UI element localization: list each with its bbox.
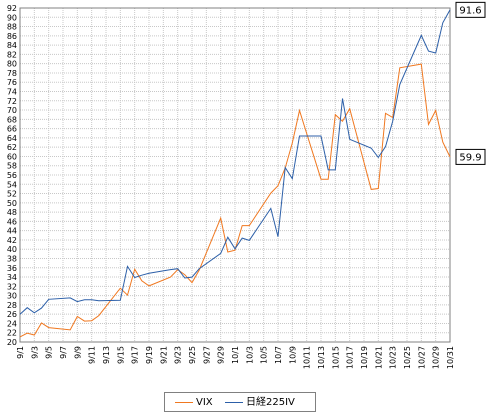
y-tick-label: 30 bbox=[7, 292, 17, 301]
y-tick-label: 28 bbox=[7, 301, 17, 310]
y-tick-label: 56 bbox=[7, 171, 17, 180]
y-tick-label: 80 bbox=[7, 60, 17, 69]
y-tick-label: 86 bbox=[7, 32, 17, 41]
y-tick-label: 34 bbox=[7, 273, 17, 282]
y-tick-label: 44 bbox=[7, 227, 17, 236]
x-tick-label: 9/19 bbox=[145, 346, 154, 364]
y-tick-label: 68 bbox=[7, 115, 17, 124]
y-tick-label: 20 bbox=[7, 338, 17, 347]
y-tick-label: 74 bbox=[7, 88, 17, 97]
x-tick-label: 9/11 bbox=[88, 346, 97, 364]
x-tick-label: 9/9 bbox=[73, 346, 82, 359]
x-tick-label: 9/5 bbox=[45, 346, 54, 359]
y-tick-label: 64 bbox=[7, 134, 17, 143]
y-tick-label: 54 bbox=[7, 180, 17, 189]
x-tick-label: 9/17 bbox=[131, 346, 140, 364]
x-tick-label: 10/23 bbox=[389, 346, 398, 369]
legend-label-vix: VIX bbox=[196, 397, 213, 408]
y-tick-label: 38 bbox=[7, 255, 17, 264]
x-tick-label: 10/1 bbox=[231, 346, 240, 364]
legend-item-vix: VIX bbox=[175, 397, 213, 409]
legend-label-nikkei: 日経225IV bbox=[246, 397, 295, 408]
y-tick-label: 52 bbox=[7, 190, 17, 199]
y-tick-label: 82 bbox=[7, 50, 17, 59]
x-tick-label: 9/1 bbox=[16, 346, 25, 359]
y-tick-label: 42 bbox=[7, 236, 17, 245]
y-tick-label: 40 bbox=[7, 245, 17, 254]
series bbox=[19, 9, 451, 338]
x-tick-label: 9/21 bbox=[159, 346, 168, 364]
y-tick-label: 78 bbox=[7, 69, 17, 78]
plot-area bbox=[19, 7, 451, 343]
x-tick-label: 10/13 bbox=[317, 346, 326, 369]
x-tick-label: 10/19 bbox=[360, 346, 369, 369]
x-tick-label: 10/25 bbox=[403, 346, 412, 369]
svg-text:59.9: 59.9 bbox=[459, 152, 481, 163]
x-tick-label: 9/23 bbox=[174, 346, 183, 364]
x-tick-label: 9/25 bbox=[188, 346, 197, 364]
grid bbox=[20, 8, 451, 342]
x-tick-label: 9/29 bbox=[217, 346, 226, 364]
x-tick-label: 10/29 bbox=[432, 346, 441, 369]
x-tick-label: 10/21 bbox=[374, 346, 383, 369]
series-line-vix bbox=[19, 63, 451, 338]
y-tick-label: 88 bbox=[7, 23, 17, 32]
y-tick-label: 24 bbox=[7, 319, 17, 328]
x-tick-label: 10/11 bbox=[303, 346, 312, 369]
x-tick-label: 10/3 bbox=[245, 346, 254, 364]
x-tick-label: 10/9 bbox=[288, 346, 297, 364]
y-tick-label: 62 bbox=[7, 143, 17, 152]
svg-text:91.6: 91.6 bbox=[459, 5, 481, 16]
y-tick-label: 92 bbox=[7, 4, 17, 13]
legend-item-nikkei: 日経225IV bbox=[225, 397, 295, 409]
y-tick-label: 66 bbox=[7, 125, 17, 134]
end-labels: 59.9 91.6 bbox=[455, 1, 486, 165]
y-tick-label: 58 bbox=[7, 162, 17, 171]
x-tick-label: 10/27 bbox=[417, 346, 426, 369]
legend: VIX 日経225IV bbox=[164, 392, 316, 412]
y-tick-label: 84 bbox=[7, 41, 17, 50]
x-axis-ticks: 9/1 9/3 9/5 9/7 9/9 9/11 9/13 9/15 9/17 9/19 9/21 9… bbox=[16, 346, 455, 369]
y-tick-label: 46 bbox=[7, 217, 17, 226]
y-tick-label: 26 bbox=[7, 310, 17, 319]
series-line-nikkei225iv bbox=[19, 9, 451, 315]
y-tick-label: 76 bbox=[7, 78, 17, 87]
y-tick-label: 22 bbox=[7, 329, 17, 338]
x-tick-label: 9/3 bbox=[30, 346, 39, 359]
y-tick-label: 36 bbox=[7, 264, 17, 273]
y-tick-label: 50 bbox=[7, 199, 17, 208]
x-tick-label: 10/7 bbox=[274, 346, 283, 364]
y-tick-label: 48 bbox=[7, 208, 17, 217]
y-tick-label: 90 bbox=[7, 13, 17, 22]
y-tick-label: 70 bbox=[7, 106, 17, 115]
x-tick-label: 10/15 bbox=[331, 346, 340, 369]
y-tick-label: 72 bbox=[7, 97, 17, 106]
legend-swatch-nikkei bbox=[225, 401, 243, 403]
x-tick-label: 9/13 bbox=[102, 346, 111, 364]
legend-swatch-vix bbox=[175, 401, 193, 403]
x-tick-label: 9/15 bbox=[116, 346, 125, 364]
x-tick-label: 10/31 bbox=[446, 346, 455, 369]
x-tick-label: 10/17 bbox=[346, 346, 355, 369]
end-value-label-nikkei225iv: 91.6 bbox=[455, 1, 486, 18]
x-tick-label: 9/27 bbox=[202, 346, 211, 364]
y-axis-ticks: 2022242628303234363840424446485052545658… bbox=[7, 4, 17, 347]
x-tick-label: 10/5 bbox=[260, 346, 269, 364]
y-tick-label: 32 bbox=[7, 282, 17, 291]
end-value-label-vix: 59.9 bbox=[455, 148, 486, 165]
x-tick-label: 9/7 bbox=[59, 346, 68, 359]
y-tick-label: 60 bbox=[7, 152, 17, 161]
